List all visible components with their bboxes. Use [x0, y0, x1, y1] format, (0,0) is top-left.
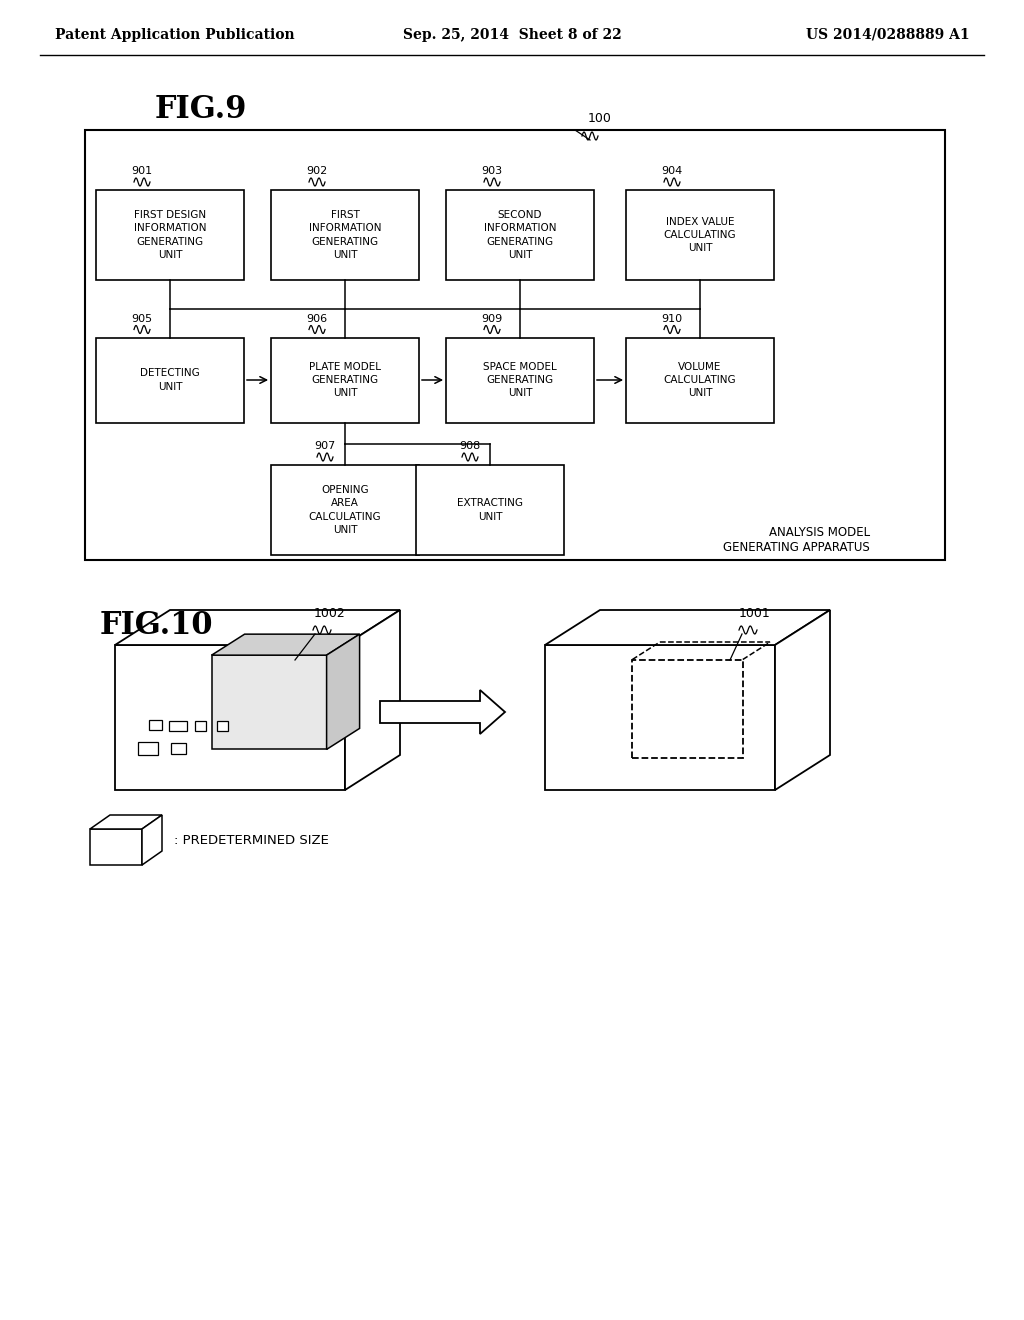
Text: FIRST
INFORMATION
GENERATING
UNIT: FIRST INFORMATION GENERATING UNIT — [309, 210, 381, 260]
Text: 100: 100 — [588, 112, 612, 125]
Text: 1001: 1001 — [739, 607, 771, 620]
Bar — [148, 719, 162, 730]
Bar — [96, 190, 244, 280]
Bar — [169, 721, 187, 731]
Bar — [90, 829, 142, 865]
Text: 907: 907 — [314, 441, 336, 451]
Text: FIG.9: FIG.9 — [155, 95, 248, 125]
Bar — [138, 742, 158, 755]
Polygon shape — [775, 610, 830, 789]
Bar — [545, 645, 775, 789]
Polygon shape — [545, 610, 830, 645]
Text: INDEX VALUE
CALCULATING
UNIT: INDEX VALUE CALCULATING UNIT — [664, 216, 736, 253]
Text: FIRST DESIGN
INFORMATION
GENERATING
UNIT: FIRST DESIGN INFORMATION GENERATING UNIT — [134, 210, 206, 260]
Bar — [212, 655, 327, 750]
Bar — [96, 338, 244, 422]
Text: 903: 903 — [481, 166, 503, 176]
Polygon shape — [115, 610, 400, 645]
Bar — [416, 465, 564, 554]
Bar — [271, 465, 419, 554]
Bar — [626, 338, 774, 422]
Bar — [446, 190, 594, 280]
Text: 1002: 1002 — [314, 607, 346, 620]
Text: DETECTING
UNIT: DETECTING UNIT — [140, 368, 200, 392]
Text: 902: 902 — [306, 166, 328, 176]
Text: FIG.10: FIG.10 — [100, 610, 213, 640]
Text: 908: 908 — [460, 441, 480, 451]
Polygon shape — [142, 814, 162, 865]
Bar — [446, 338, 594, 422]
Text: 909: 909 — [481, 314, 503, 323]
Text: OPENING
AREA
CALCULATING
UNIT: OPENING AREA CALCULATING UNIT — [308, 486, 381, 535]
Text: Patent Application Publication: Patent Application Publication — [55, 28, 295, 42]
Bar — [171, 742, 185, 754]
Bar — [85, 129, 945, 560]
Bar — [195, 721, 206, 731]
Text: 910: 910 — [662, 314, 683, 323]
Text: US 2014/0288889 A1: US 2014/0288889 A1 — [806, 28, 970, 42]
Bar — [216, 721, 227, 731]
Bar — [271, 338, 419, 422]
Text: SECOND
INFORMATION
GENERATING
UNIT: SECOND INFORMATION GENERATING UNIT — [483, 210, 556, 260]
Polygon shape — [212, 634, 359, 655]
Polygon shape — [345, 610, 400, 789]
Text: ANALYSIS MODEL
GENERATING APPARATUS: ANALYSIS MODEL GENERATING APPARATUS — [723, 525, 870, 554]
Bar — [115, 645, 345, 789]
Polygon shape — [90, 814, 162, 829]
Polygon shape — [380, 690, 505, 734]
Text: 901: 901 — [131, 166, 153, 176]
Text: Sep. 25, 2014  Sheet 8 of 22: Sep. 25, 2014 Sheet 8 of 22 — [402, 28, 622, 42]
Text: SPACE MODEL
GENERATING
UNIT: SPACE MODEL GENERATING UNIT — [483, 362, 557, 399]
Bar — [271, 190, 419, 280]
Text: VOLUME
CALCULATING
UNIT: VOLUME CALCULATING UNIT — [664, 362, 736, 399]
Bar — [626, 190, 774, 280]
Text: 905: 905 — [131, 314, 153, 323]
Text: EXTRACTING
UNIT: EXTRACTING UNIT — [457, 499, 523, 521]
Text: 904: 904 — [662, 166, 683, 176]
Text: PLATE MODEL
GENERATING
UNIT: PLATE MODEL GENERATING UNIT — [309, 362, 381, 399]
Bar — [633, 660, 742, 758]
Text: : PREDETERMINED SIZE: : PREDETERMINED SIZE — [174, 833, 329, 846]
Polygon shape — [327, 634, 359, 750]
Text: 906: 906 — [306, 314, 328, 323]
